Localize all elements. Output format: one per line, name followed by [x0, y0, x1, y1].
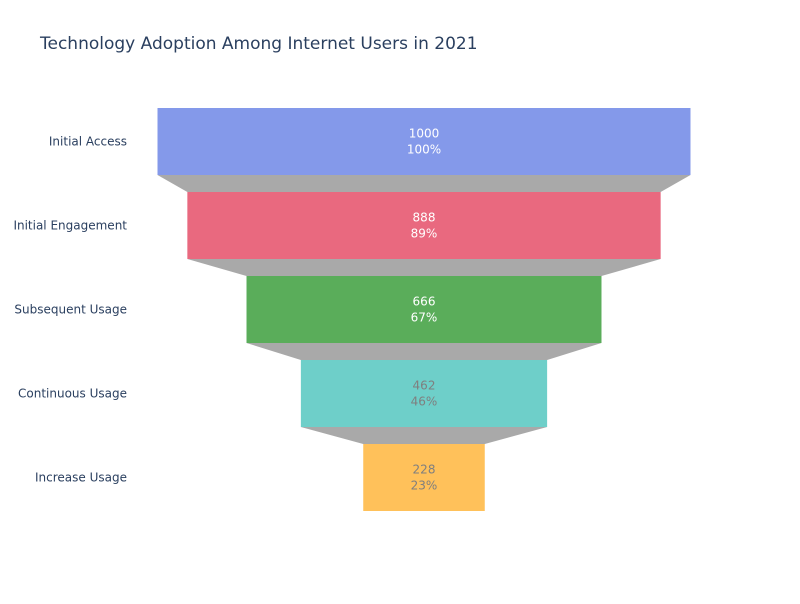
- funnel-stage-label: Initial Access: [49, 135, 127, 149]
- funnel-connector: [157, 175, 691, 192]
- funnel-connector: [187, 259, 661, 276]
- funnel-bar[interactable]: [300, 360, 548, 427]
- funnel-connector: [246, 343, 602, 360]
- funnel-value-label: 666: [413, 295, 436, 309]
- funnel-bar[interactable]: [187, 192, 661, 259]
- funnel-percent-label: 89%: [411, 227, 438, 241]
- chart-title: Technology Adoption Among Internet Users…: [40, 34, 478, 54]
- funnel-value-label: 888: [413, 211, 436, 225]
- funnel-stage-label: Subsequent Usage: [14, 303, 127, 317]
- funnel-percent-label: 46%: [411, 395, 438, 409]
- funnel-stage-label: Initial Engagement: [13, 219, 127, 233]
- funnel-percent-label: 100%: [407, 143, 441, 157]
- funnel-value-label: 462: [413, 379, 436, 393]
- funnel-stage-label: Increase Usage: [35, 471, 127, 485]
- funnel-bar[interactable]: [157, 108, 691, 175]
- funnel-value-label: 1000: [409, 127, 440, 141]
- funnel-bar[interactable]: [246, 276, 602, 343]
- funnel-percent-label: 67%: [411, 311, 438, 325]
- funnel-stage-label: Continuous Usage: [18, 387, 127, 401]
- funnel-percent-label: 23%: [411, 479, 438, 493]
- funnel-bar[interactable]: [363, 444, 485, 511]
- funnel-connector: [300, 427, 548, 444]
- funnel-value-label: 228: [413, 463, 436, 477]
